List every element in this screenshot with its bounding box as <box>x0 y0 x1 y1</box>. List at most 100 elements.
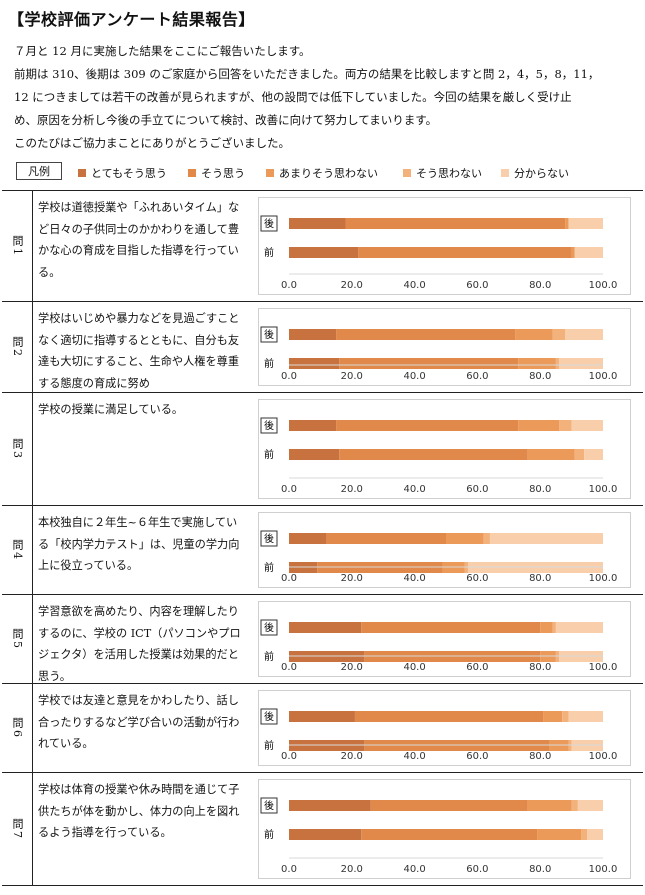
bar-segment <box>555 358 560 369</box>
x-tick-label: 40.0 <box>403 662 425 673</box>
bar-segment <box>370 800 528 811</box>
stacked-bar-chart: 後前 0.0 20.0 40.0 60.0 80.0 100.0 <box>260 326 618 382</box>
bar-segment <box>527 449 575 460</box>
x-tick-label: 60.0 <box>466 864 488 875</box>
intro-line: め、原因を分析し今後の手立てについて検討、改善に向けて努力してまいります。 <box>14 113 438 127</box>
bar-segment <box>289 622 362 633</box>
category-label: 前 <box>264 561 274 574</box>
bar-segment <box>354 711 544 722</box>
x-tick-label: 60.0 <box>466 280 488 291</box>
x-tick-label: 0.0 <box>281 573 297 584</box>
bar-segment <box>361 829 538 840</box>
x-tick-label: 100.0 <box>589 280 618 291</box>
bar-segment <box>565 218 569 229</box>
x-tick-label: 100.0 <box>589 484 618 495</box>
bar-segment <box>339 449 528 460</box>
question-number: 問6 <box>11 717 24 739</box>
question-chart: 後前 0.0 20.0 40.0 60.0 80.0 100.0 <box>258 779 631 879</box>
question-number-cell: 問2 <box>2 302 33 392</box>
category-label: 前 <box>264 357 274 370</box>
x-tick-label: 60.0 <box>466 573 488 584</box>
legend-swatch <box>403 169 411 177</box>
category-label-box <box>260 530 278 547</box>
x-tick-label: 40.0 <box>403 573 425 584</box>
legend-label: あまりそう思わない <box>279 167 378 180</box>
x-tick-label: 100.0 <box>589 573 618 584</box>
question-row: 問3 学校の授業に満足している。後前 0.0 20.0 40.0 60.0 80.0 100.… <box>2 393 643 506</box>
stacked-bar-chart: 後前 0.0 20.0 40.0 60.0 80.0 100.0 <box>260 417 618 495</box>
bar-segment <box>527 800 572 811</box>
bar-segment <box>339 358 519 369</box>
bar-segment <box>552 329 566 340</box>
legend-label: そう思う <box>201 167 245 180</box>
question-text: 学校の授業に満足している。 <box>38 403 184 416</box>
category-label: 後 <box>264 419 274 432</box>
question-chart: 後前 0.0 20.0 40.0 60.0 80.0 100.0 <box>258 197 631 295</box>
category-label: 後 <box>264 799 274 812</box>
x-tick-label: 0.0 <box>281 371 297 382</box>
bar-segment <box>289 533 327 544</box>
question-row: 問1 学校は道徳授業や「ふれあいタイム」など日々の子供同士のかかわりを通して豊かな… <box>2 190 643 302</box>
bar-segment <box>555 622 603 633</box>
bar-segment <box>326 533 446 544</box>
question-row: 問5 学習意欲を高めたり、内容を理解したりするのに、学校の ICT（パソコンやプロ… <box>2 595 643 684</box>
x-tick-label: 80.0 <box>529 280 551 291</box>
question-row: 問7 学校は体育の授業や休み時間を通じて子供たちが体を動かし、体力の向上を図れるよ… <box>2 773 643 886</box>
bar-segment <box>537 829 582 840</box>
x-tick-label: 40.0 <box>403 484 425 495</box>
intro-text: ７月と 12 月に実施した結果をここにご報告いたします。 前期は 310、後期は… <box>14 40 634 155</box>
bar-segment <box>540 622 553 633</box>
question-chart: 後前 0.0 20.0 40.0 60.0 80.0 100.0 <box>258 512 631 588</box>
bar-segment <box>571 247 575 258</box>
x-tick-label: 80.0 <box>529 864 551 875</box>
x-tick-label: 0.0 <box>281 751 297 762</box>
question-table: 問1 学校は道徳授業や「ふれあいタイム」など日々の子供同士のかかわりを通して豊かな… <box>2 190 643 886</box>
x-tick-label: 100.0 <box>589 751 618 762</box>
x-tick-label: 20.0 <box>341 280 363 291</box>
legend-label: そう思わない <box>416 167 482 180</box>
bar-segment <box>289 358 340 369</box>
bar-segment <box>574 247 603 258</box>
question-number-cell: 問3 <box>2 393 33 505</box>
stacked-bar-chart: 後前 0.0 20.0 40.0 60.0 80.0 100.0 <box>260 708 618 762</box>
bar-segment <box>543 711 563 722</box>
category-label: 後 <box>264 328 274 341</box>
x-tick-label: 20.0 <box>341 371 363 382</box>
chart-legend: 凡例 とてもそう思う そう思う あまりそう思わない そう思わない 分からない <box>16 160 636 180</box>
bar-segment <box>289 449 340 460</box>
x-tick-label: 100.0 <box>589 864 618 875</box>
x-tick-label: 100.0 <box>589 662 618 673</box>
bar-segment <box>361 622 541 633</box>
report-title: 【学校評価アンケート結果報告】 <box>8 10 255 29</box>
bar-segment <box>584 449 603 460</box>
bar-segment <box>289 218 346 229</box>
intro-line: このたびはご協力まことにありがとうございました。 <box>14 136 290 150</box>
question-text: 学校は体育の授業や休み時間を通じて子供たちが体を動かし、体力の向上を図れるよう指… <box>38 783 240 839</box>
legend-item: そう思う <box>188 165 245 181</box>
x-tick-label: 20.0 <box>341 662 363 673</box>
bar-segment <box>345 218 566 229</box>
category-label-box <box>260 619 278 636</box>
x-tick-label: 80.0 <box>529 484 551 495</box>
intro-line: ７月と 12 月に実施した結果をここにご報告いたします。 <box>14 44 311 58</box>
bar-segment <box>518 420 560 431</box>
bar-segment <box>518 358 556 369</box>
x-tick-label: 40.0 <box>403 280 425 291</box>
question-chart: 後前 0.0 20.0 40.0 60.0 80.0 100.0 <box>258 399 631 499</box>
category-label: 前 <box>264 828 274 841</box>
bar-segment <box>336 420 519 431</box>
bar-segment <box>483 533 490 544</box>
legend-item: 分からない <box>501 165 569 181</box>
bar-segment <box>289 420 337 431</box>
question-text: 学習意欲を高めたり、内容を理解したりするのに、学校の ICT（パソコンやプロジェ… <box>38 605 241 683</box>
x-tick-label: 40.0 <box>403 751 425 762</box>
question-number-cell: 問6 <box>2 684 33 772</box>
x-tick-label: 40.0 <box>403 371 425 382</box>
x-tick-label: 100.0 <box>589 371 618 382</box>
legend-swatch <box>266 169 274 177</box>
category-label-box <box>260 326 278 343</box>
x-tick-label: 0.0 <box>281 484 297 495</box>
bar-segment <box>489 533 603 544</box>
x-tick-label: 20.0 <box>341 864 363 875</box>
question-row: 問4 本校独自に２年生~６年生で実施している「校内学力テスト」は、児童の学力向上に… <box>2 506 643 595</box>
